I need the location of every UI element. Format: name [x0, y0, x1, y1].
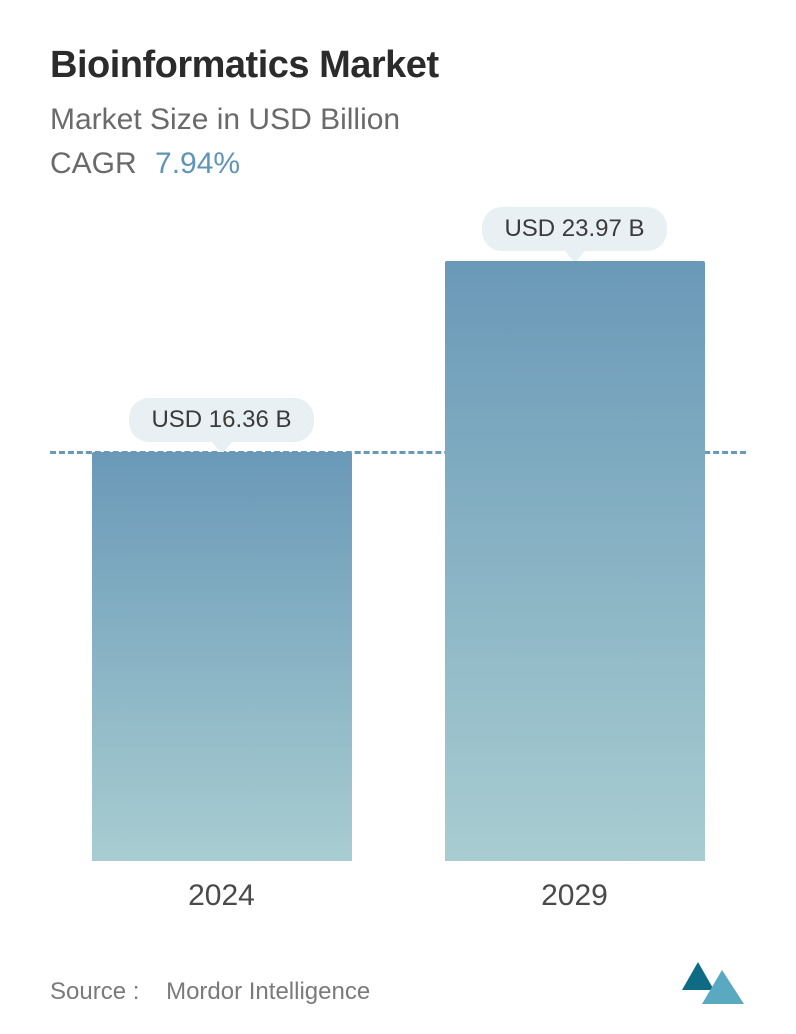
bars-group: USD 16.36 B USD 23.97 B	[50, 201, 746, 861]
cagr-line: CAGR 7.94%	[50, 147, 746, 181]
x-label-1: 2029	[445, 879, 705, 913]
x-axis-labels: 2024 2029	[50, 879, 746, 913]
source-label: Source :	[50, 978, 139, 1005]
footer: Source : Mordor Intelligence	[50, 960, 746, 1006]
page-title: Bioinformatics Market	[50, 44, 746, 87]
chart-area: USD 16.36 B USD 23.97 B	[50, 201, 746, 861]
cagr-value: 7.94%	[155, 147, 240, 180]
value-pill-1: USD 23.97 B	[482, 207, 666, 251]
bar-col-0: USD 16.36 B	[92, 398, 352, 862]
value-pill-0: USD 16.36 B	[129, 398, 313, 442]
bar-col-1: USD 23.97 B	[445, 207, 705, 861]
source-value: Mordor Intelligence	[166, 978, 370, 1005]
chart-container: Bioinformatics Market Market Size in USD…	[0, 0, 796, 1034]
cagr-label: CAGR	[50, 147, 137, 180]
subtitle: Market Size in USD Billion	[50, 103, 746, 137]
source-text: Source : Mordor Intelligence	[50, 978, 370, 1006]
x-label-0: 2024	[92, 879, 352, 913]
bar-1	[445, 261, 705, 861]
bar-0	[92, 452, 352, 862]
mordor-logo-icon	[682, 960, 746, 1006]
